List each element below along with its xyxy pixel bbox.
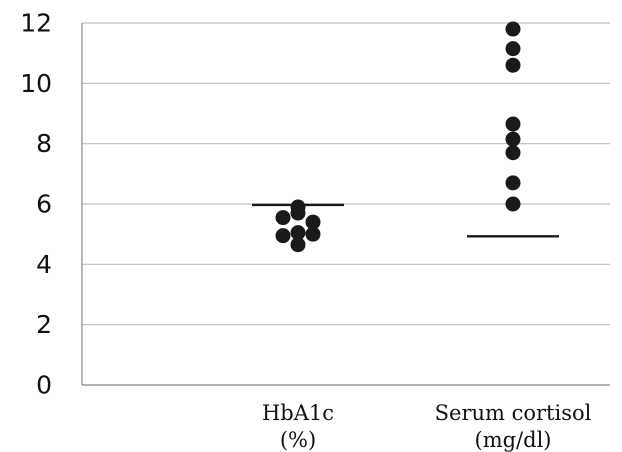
data-point-1-5 xyxy=(505,145,521,161)
data-point-0-4 xyxy=(290,225,306,241)
y-tick-label-8: 8 xyxy=(36,129,52,158)
data-point-1-3 xyxy=(505,116,521,132)
y-tick-label-12: 12 xyxy=(20,9,52,38)
category-label-line2-1: (mg/dl) xyxy=(475,428,552,452)
data-point-0-6 xyxy=(305,226,321,242)
data-point-0-3 xyxy=(305,214,321,230)
category-labels: HbA1c (%) Serum cortisol (mg/dl) xyxy=(262,401,592,452)
data-point-1-0 xyxy=(505,21,521,37)
data-point-1-4 xyxy=(505,131,521,147)
axes xyxy=(81,23,610,386)
y-tick-label-0: 0 xyxy=(36,371,52,400)
y-tick-label-4: 4 xyxy=(36,250,52,279)
data-point-0-2 xyxy=(275,210,291,226)
y-tick-label-2: 2 xyxy=(36,310,52,339)
data-point-0-7 xyxy=(290,237,306,253)
y-tick-labels: 0 2 4 6 8 10 12 xyxy=(20,9,52,400)
data-point-1-1 xyxy=(505,41,521,57)
gridlines xyxy=(82,22,610,326)
data-point-1-2 xyxy=(505,57,521,73)
category-label-line2-0: (%) xyxy=(280,428,316,452)
data-point-1-6 xyxy=(505,175,521,191)
category-label-line1-1: Serum cortisol xyxy=(435,401,592,425)
data-point-1-7 xyxy=(505,196,521,212)
y-tick-label-10: 10 xyxy=(20,69,52,98)
data-point-0-1 xyxy=(290,205,306,221)
data-points xyxy=(275,21,521,253)
category-label-line1-0: HbA1c xyxy=(262,401,334,425)
y-tick-label-6: 6 xyxy=(36,190,52,219)
data-point-0-5 xyxy=(275,228,291,244)
